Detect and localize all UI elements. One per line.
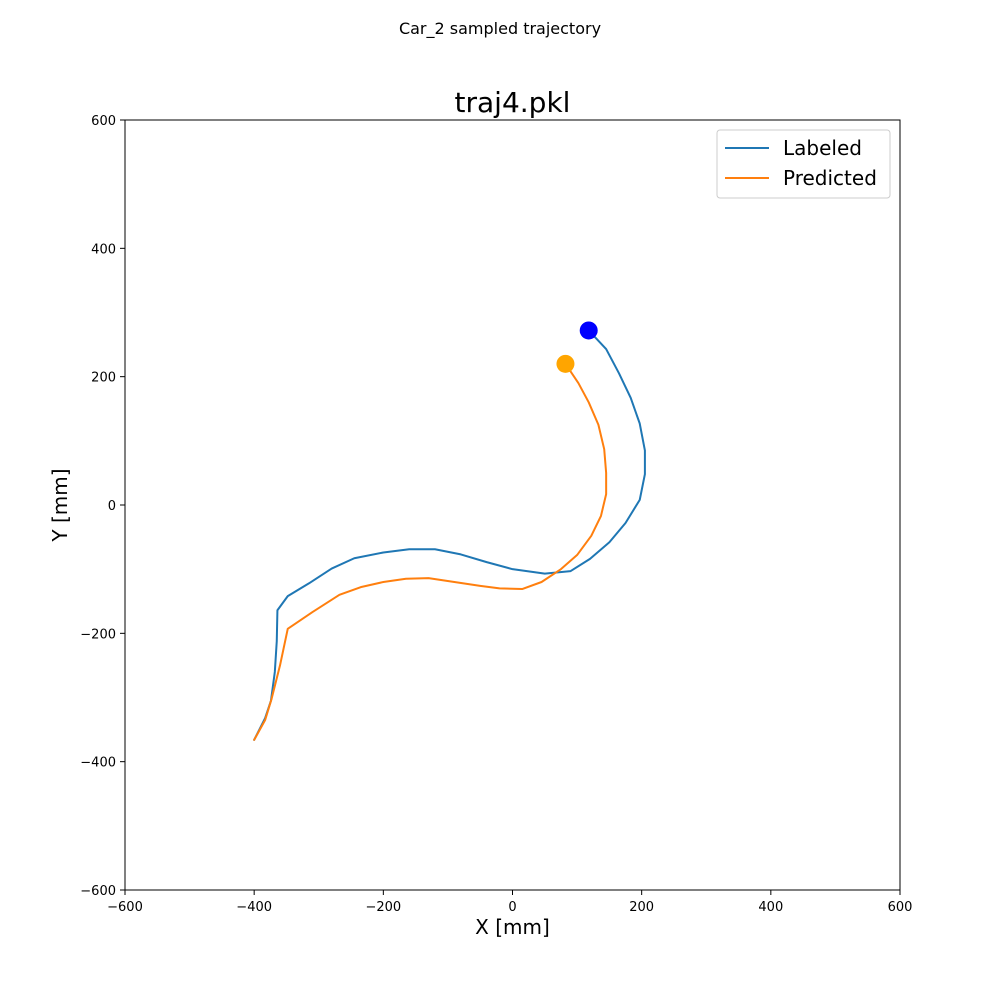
legend: Labeled Predicted (716, 129, 891, 199)
x-tick-label: −200 (365, 900, 401, 915)
endpoint-marker-labeled (579, 321, 598, 340)
chart-title: traj4.pkl (455, 86, 571, 119)
figure-suptitle: Car_2 sampled trajectory (399, 19, 601, 39)
plot-series-layer (253, 321, 646, 741)
x-tick-label: −600 (107, 900, 143, 915)
y-tick-label: −200 (80, 627, 116, 642)
x-tick-label: 0 (508, 900, 516, 915)
x-tick-label: −400 (236, 900, 272, 915)
x-tick-label: 400 (758, 900, 783, 915)
x-tick-label: 200 (629, 900, 654, 915)
x-tick-label: 600 (888, 900, 913, 915)
y-tick-label: 400 (91, 242, 116, 257)
endpoint-marker-predicted (556, 354, 575, 373)
legend-label-predicted: Predicted (783, 166, 877, 190)
series-line-predicted (253, 362, 608, 741)
series-line-labeled (253, 329, 646, 741)
y-axis-label: Y [mm] (48, 468, 72, 542)
x-axis-label: X [mm] (475, 915, 550, 939)
y-tick-label: −600 (80, 884, 116, 899)
y-tick-label: 0 (108, 499, 116, 514)
x-axis-ticks: −600 −400 −200 0 200 400 600 (107, 890, 912, 915)
y-tick-label: 600 (91, 114, 116, 129)
y-tick-label: 200 (91, 371, 116, 386)
legend-label-labeled: Labeled (783, 136, 862, 160)
y-tick-label: −400 (80, 756, 116, 771)
y-axis-ticks: −600 −400 −200 0 200 400 600 (80, 114, 125, 899)
